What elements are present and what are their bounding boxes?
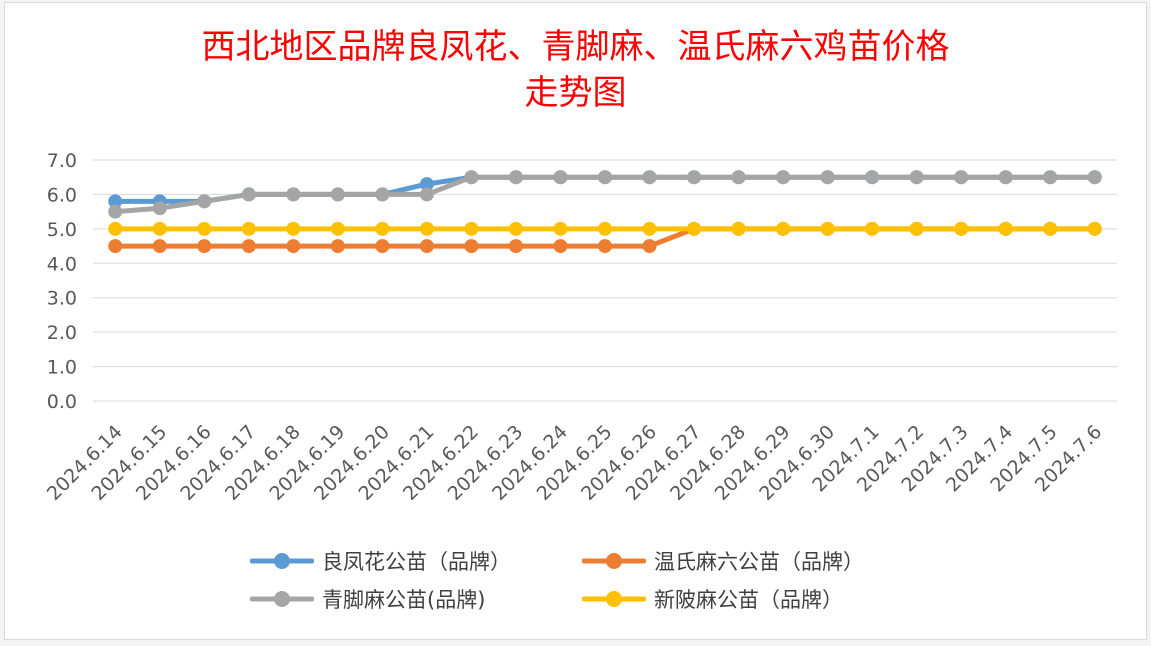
legend-line-marker-icon: [582, 553, 646, 569]
data-point-series-3: [108, 204, 123, 219]
data-point-series-4: [1043, 221, 1058, 236]
legend-item: 新陂麻公苗（品牌）: [582, 582, 843, 616]
data-point-series-3: [464, 170, 479, 185]
data-point-series-2: [553, 239, 568, 254]
legend-item: 温氏麻六公苗（品牌）: [582, 544, 864, 578]
y-tick-label: 7.0: [47, 150, 77, 172]
legend-label: 青脚麻公苗(品牌): [322, 588, 486, 612]
data-point-series-2: [108, 239, 123, 254]
data-point-series-3: [687, 170, 702, 185]
data-point-series-1: [108, 194, 123, 209]
data-point-series-3: [909, 170, 924, 185]
data-point-series-4: [419, 221, 434, 236]
legend-label: 良凤花公苗（品牌）: [322, 550, 511, 574]
data-point-series-4: [687, 221, 702, 236]
data-point-series-2: [375, 239, 390, 254]
data-point-series-4: [464, 221, 479, 236]
data-point-series-4: [152, 221, 167, 236]
data-point-series-3: [598, 170, 612, 185]
data-point-series-4: [776, 221, 791, 236]
data-point-series-3: [508, 170, 523, 185]
data-point-series-3: [1087, 170, 1102, 185]
data-point-series-3: [820, 170, 835, 185]
data-point-series-3: [152, 201, 167, 216]
data-point-series-3: [197, 194, 212, 209]
data-point-series-3: [241, 187, 256, 202]
data-point-series-4: [598, 221, 612, 236]
data-point-series-4: [998, 221, 1013, 236]
chart-title-line-1: 西北地区品牌良凤花、青脚麻、温氏麻六鸡苗价格: [201, 27, 950, 67]
data-point-series-4: [197, 221, 212, 236]
data-point-series-2: [508, 239, 523, 254]
data-point-series-4: [330, 221, 345, 236]
data-point-series-3: [375, 187, 390, 202]
chart-legend: 良凤花公苗（品牌） 温氏麻六公苗（品牌） 青脚麻公苗(品牌) 新陂麻公苗（品牌）: [250, 544, 950, 624]
data-point-series-3: [731, 170, 746, 185]
data-point-series-2: [330, 239, 345, 254]
data-point-series-3: [1043, 170, 1058, 185]
chart-title-line-2: 走势图: [524, 73, 627, 113]
data-point-series-2: [598, 239, 612, 254]
data-point-series-2: [642, 239, 657, 254]
legend-line-marker-icon: [250, 553, 314, 569]
data-point-series-4: [954, 221, 969, 236]
data-point-series-4: [241, 221, 256, 236]
y-tick-label: 4.0: [47, 253, 77, 275]
y-tick-label: 3.0: [47, 288, 77, 310]
data-point-series-4: [820, 221, 835, 236]
data-point-series-4: [731, 221, 746, 236]
data-point-series-4: [642, 221, 657, 236]
y-tick-label: 5.0: [47, 219, 77, 241]
data-point-series-3: [998, 170, 1013, 185]
data-point-series-3: [865, 170, 880, 185]
chart-title: 西北地区品牌良凤花、青脚麻、温氏麻六鸡苗价格 走势图: [0, 24, 1151, 116]
data-point-series-2: [286, 239, 301, 254]
data-point-series-4: [865, 221, 880, 236]
data-point-series-4: [508, 221, 523, 236]
y-tick-label: 6.0: [47, 184, 77, 206]
legend-item: 良凤花公苗（品牌）: [250, 544, 511, 578]
data-point-series-4: [375, 221, 390, 236]
data-point-series-1: [419, 177, 434, 192]
chart-area: [4, 2, 1147, 640]
legend-line-marker-icon: [582, 591, 646, 607]
data-point-series-3: [642, 170, 657, 185]
data-point-series-3: [286, 187, 301, 202]
data-point-series-2: [152, 239, 167, 254]
data-point-series-3: [330, 187, 345, 202]
data-point-series-4: [909, 221, 924, 236]
data-point-series-4: [1087, 221, 1102, 236]
data-point-series-3: [419, 187, 434, 202]
data-point-series-2: [419, 239, 434, 254]
data-point-series-4: [108, 221, 123, 236]
y-tick-label: 0.0: [47, 391, 77, 413]
data-point-series-2: [464, 239, 479, 254]
y-tick-label: 1.0: [47, 357, 77, 379]
data-point-series-4: [553, 221, 568, 236]
data-point-series-4: [286, 221, 301, 236]
legend-label: 温氏麻六公苗（品牌）: [654, 550, 864, 574]
legend-label: 新陂麻公苗（品牌）: [654, 588, 843, 612]
y-tick-label: 2.0: [47, 322, 77, 344]
data-point-series-3: [776, 170, 791, 185]
data-point-series-2: [197, 239, 212, 254]
legend-line-marker-icon: [250, 591, 314, 607]
data-point-series-2: [241, 239, 256, 254]
data-point-series-3: [553, 170, 568, 185]
legend-item: 青脚麻公苗(品牌): [250, 582, 485, 616]
data-point-series-3: [954, 170, 969, 185]
